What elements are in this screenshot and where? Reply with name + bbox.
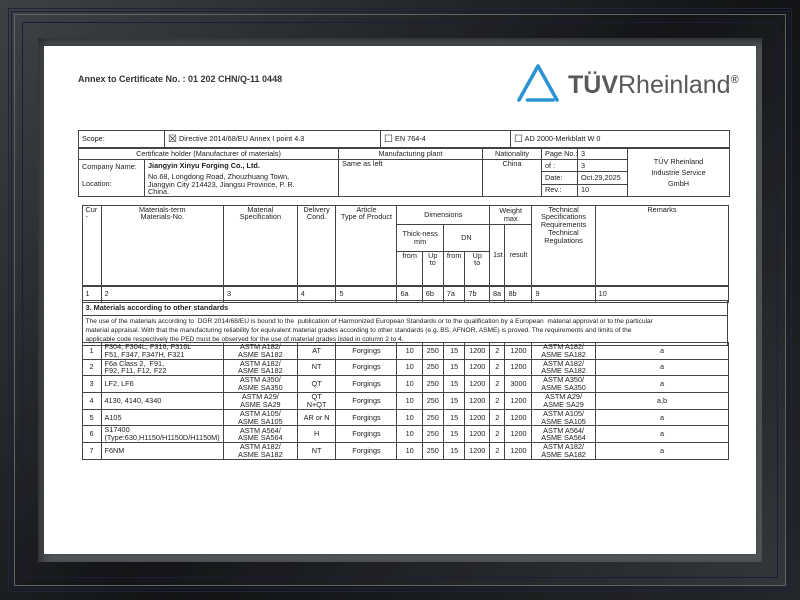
svg-text:TÜVRheinland®: TÜVRheinland® (568, 70, 739, 99)
